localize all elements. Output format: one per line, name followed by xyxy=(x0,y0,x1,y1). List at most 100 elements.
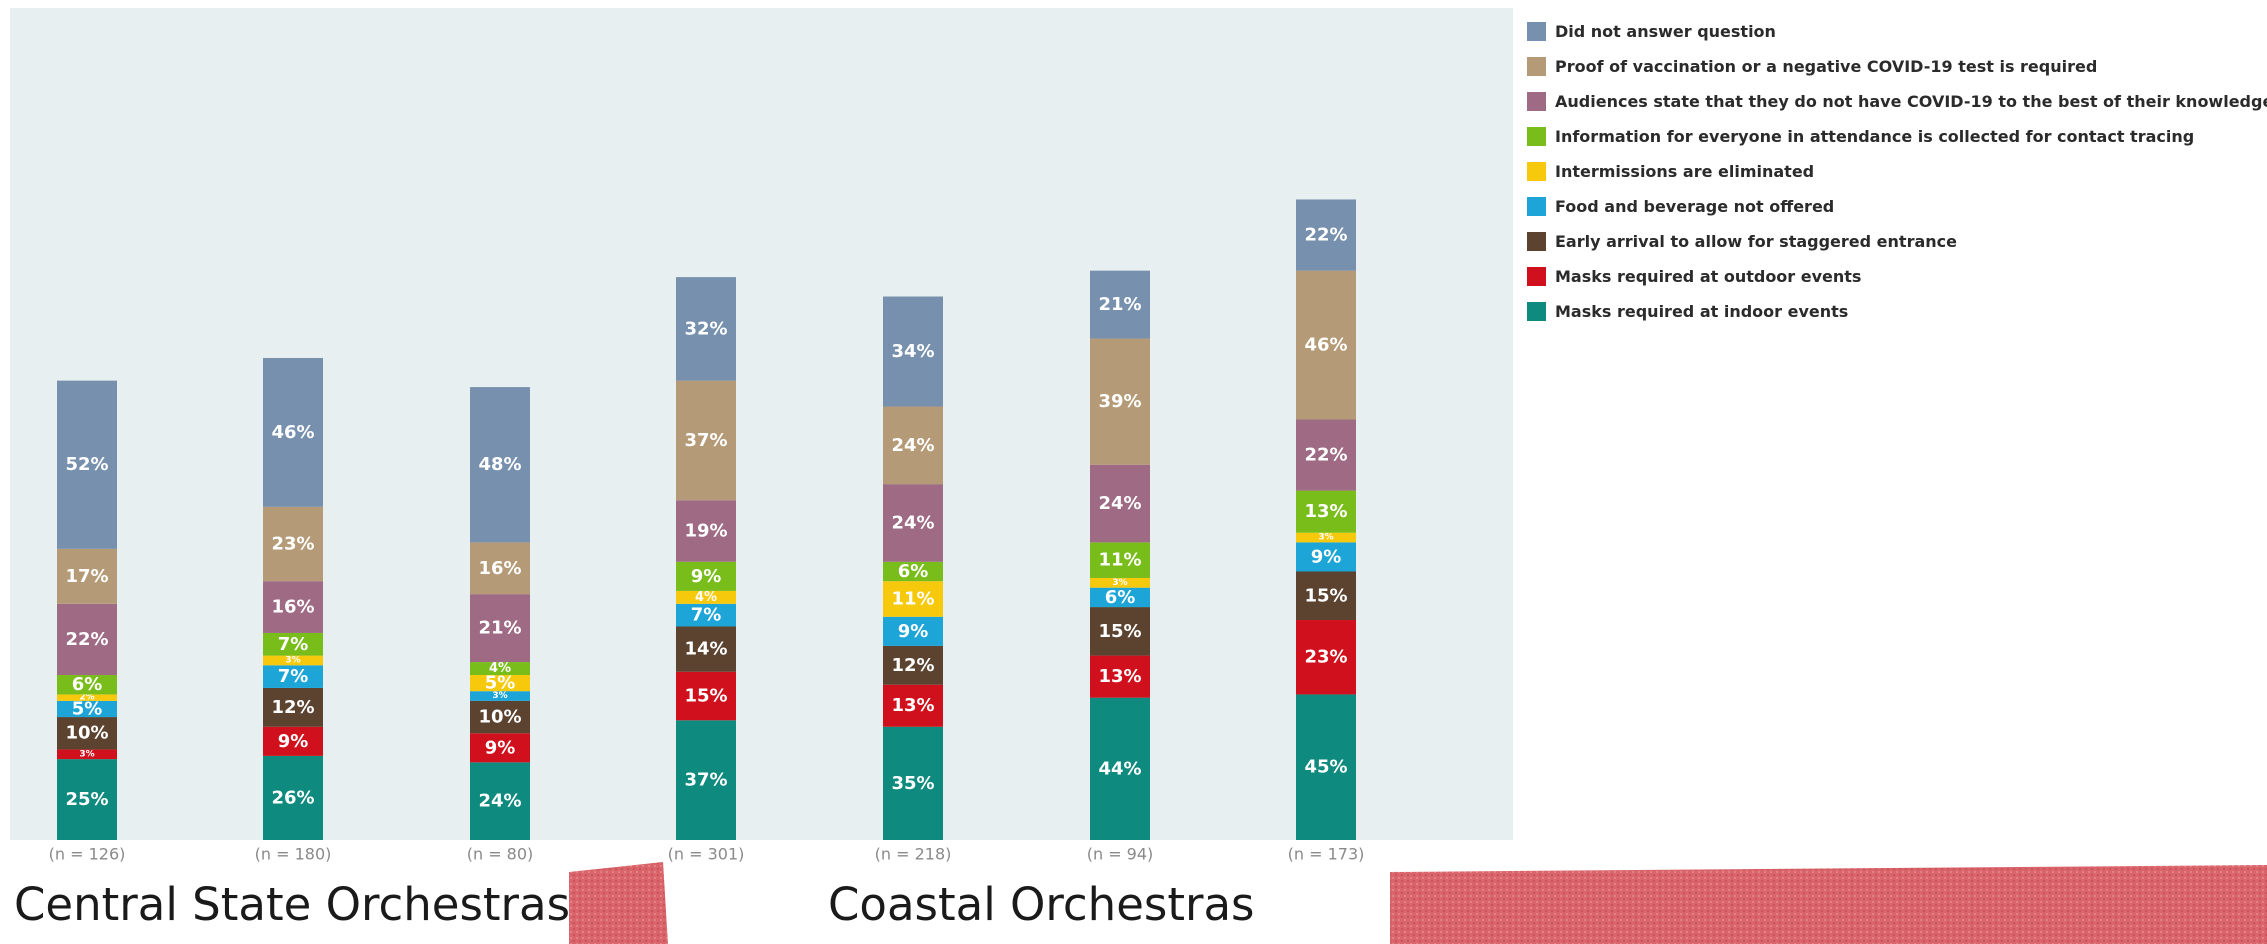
data-label: 22% xyxy=(65,629,108,650)
bar-segment xyxy=(883,616,943,646)
data-label: 15% xyxy=(1304,585,1347,606)
legend-item: Intermissions are eliminated xyxy=(1527,154,2262,189)
bars-layer: 25%3%10%5%2%6%22%17%52%26%9%12%7%3%7%16%… xyxy=(57,199,1356,840)
bar-segment xyxy=(470,675,530,692)
category-label: (n = 173) xyxy=(1288,845,1365,864)
data-label: 7% xyxy=(278,634,309,655)
legend-item: Food and beverage not offered xyxy=(1527,189,2262,224)
legend-swatch xyxy=(1527,92,1546,111)
legend-item: Information for everyone in attendance i… xyxy=(1527,119,2262,154)
bar-segment xyxy=(883,484,943,562)
bar-segment xyxy=(883,726,943,840)
data-label: 2% xyxy=(79,693,94,703)
plot-background xyxy=(10,8,1513,840)
bar-segment xyxy=(1296,571,1356,621)
legend-item: Masks required at outdoor events xyxy=(1527,259,2262,294)
legend-swatch xyxy=(1527,22,1546,41)
category-label: (n = 218) xyxy=(875,845,952,864)
data-label: 11% xyxy=(891,588,934,609)
data-label: 5% xyxy=(72,698,103,719)
data-label: 3% xyxy=(79,749,94,759)
legend-label: Proof of vaccination or a negative COVID… xyxy=(1555,57,2098,76)
group-label-central: Central State Orchestras xyxy=(14,878,571,931)
data-label: 12% xyxy=(271,697,314,718)
bar-segment xyxy=(883,645,943,685)
bar-segment xyxy=(1296,419,1356,491)
bar-stack-7: 45% 23% 15% 9% 3% 13% 22% 46% 22% xyxy=(1296,199,1356,840)
data-label: 24% xyxy=(1098,493,1141,514)
bar-segment xyxy=(57,700,117,718)
data-label: 21% xyxy=(478,618,521,639)
bar-segment xyxy=(676,720,736,840)
data-label: 3% xyxy=(492,691,507,701)
data-label: 23% xyxy=(271,533,314,554)
legend-swatch xyxy=(1527,302,1546,321)
bar-stack-1: 25% 3% 10% 5%2%6% 22% 17% 52% xyxy=(57,380,117,840)
data-label: 44% xyxy=(1098,758,1141,779)
data-label: 13% xyxy=(1304,501,1347,522)
bar-segment xyxy=(263,755,323,840)
bar-segment xyxy=(883,406,943,485)
bar-stack-3: 24% 9% 10% 3%5%4% 21% 16% 48% xyxy=(470,387,530,840)
data-label: 3% xyxy=(285,655,300,665)
bar-segment xyxy=(470,387,530,543)
bar-segment xyxy=(1296,542,1356,572)
bar-segment xyxy=(57,380,117,549)
bar-segment xyxy=(1090,577,1150,588)
legend-label: Masks required at outdoor events xyxy=(1555,267,1862,286)
bar-segment xyxy=(263,581,323,633)
bar-segment xyxy=(470,542,530,595)
data-label: 9% xyxy=(278,731,309,752)
data-label: 5% xyxy=(485,673,516,694)
bar-segment xyxy=(676,380,736,501)
bar-segment xyxy=(676,277,736,381)
bar-segment xyxy=(1090,338,1150,465)
bar-segment xyxy=(57,749,117,760)
group-label-coastal: Coastal Orchestras xyxy=(828,878,1255,931)
data-label: 10% xyxy=(65,723,108,744)
legend-label: Intermissions are eliminated xyxy=(1555,162,1815,181)
bar-segment xyxy=(883,684,943,727)
bar-segment xyxy=(1296,620,1356,695)
category-label: (n = 301) xyxy=(668,845,745,864)
legend-label: Food and beverage not offered xyxy=(1555,197,1835,216)
bar-segment xyxy=(676,671,736,721)
bar-segment xyxy=(676,590,736,604)
category-label: (n = 80) xyxy=(467,845,534,864)
legend: Did not answer question Proof of vaccinat… xyxy=(1527,14,2267,329)
bar-segment xyxy=(470,662,530,676)
bar-segment xyxy=(883,296,943,407)
bar-segment xyxy=(470,762,530,840)
bar-segment xyxy=(470,691,530,701)
data-label: 52% xyxy=(65,454,108,475)
bar-segment xyxy=(1090,697,1150,840)
data-label: 24% xyxy=(478,791,521,812)
data-label: 37% xyxy=(684,770,727,791)
bar-segment xyxy=(57,759,117,840)
bar-segment xyxy=(883,561,943,582)
data-label: 45% xyxy=(1304,757,1347,778)
bar-segment xyxy=(263,506,323,582)
data-label: 6% xyxy=(1105,587,1136,608)
bar-segment xyxy=(1090,464,1150,543)
bar-segment xyxy=(1090,270,1150,339)
legend-swatch xyxy=(1527,57,1546,76)
data-label: 9% xyxy=(691,566,722,587)
category-label: (n = 94) xyxy=(1087,845,1154,864)
bar-segment xyxy=(57,675,117,695)
data-label: 39% xyxy=(1098,391,1141,412)
category-labels: (n = 126) (n = 180) (n = 80) (n = 301) (n = … xyxy=(49,845,1365,864)
bar-segment xyxy=(263,632,323,656)
bar-segment xyxy=(57,548,117,604)
legend-swatch xyxy=(1527,267,1546,286)
data-label: 6% xyxy=(898,561,929,582)
bar-segment xyxy=(470,594,530,663)
data-label: 48% xyxy=(478,454,521,475)
bar-segment xyxy=(883,581,943,617)
data-label: 46% xyxy=(1304,335,1347,356)
legend-swatch xyxy=(1527,127,1546,146)
data-label: 35% xyxy=(891,773,934,794)
bar-segment xyxy=(676,603,736,627)
legend-swatch xyxy=(1527,232,1546,251)
